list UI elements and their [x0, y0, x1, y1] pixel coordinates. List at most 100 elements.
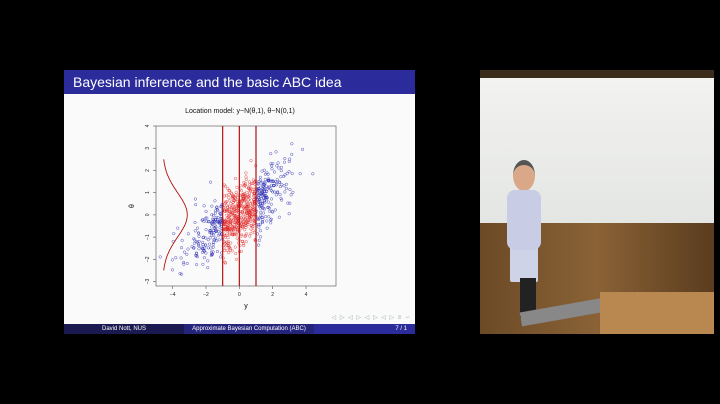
- rejected-point: [258, 191, 262, 195]
- y-tick-label: −1: [145, 234, 151, 240]
- rejected-point: [213, 238, 217, 242]
- rejected-point: [258, 175, 262, 179]
- rejected-point: [211, 242, 215, 247]
- rejected-point: [204, 228, 208, 232]
- rejected-point: [268, 209, 272, 213]
- rejected-point: [257, 223, 261, 227]
- accepted-point: [228, 199, 232, 203]
- rejected-point: [311, 172, 315, 176]
- accepted-point: [232, 207, 236, 211]
- rejected-point: [212, 233, 216, 237]
- rejected-point: [213, 209, 218, 213]
- rejected-point: [266, 200, 271, 204]
- accepted-point: [251, 182, 255, 186]
- accepted-point: [229, 207, 233, 211]
- accepted-point: [251, 228, 255, 232]
- x-tick-label: −2: [203, 292, 209, 298]
- x-tick-label: 2: [271, 292, 274, 298]
- rejected-point: [172, 232, 176, 236]
- accepted-point: [229, 218, 233, 222]
- footer-talk-title: Approximate Bayesian Computation (ABC): [184, 324, 314, 334]
- rejected-point: [262, 188, 266, 192]
- accepted-point: [224, 200, 228, 204]
- y-tick-label: −3: [145, 278, 151, 284]
- footer-author: David Nott, NUS: [64, 324, 184, 334]
- accepted-point: [228, 248, 232, 252]
- accepted-point: [252, 197, 256, 202]
- footer-page: 7 / 1: [314, 324, 415, 334]
- rejected-point: [192, 246, 196, 250]
- scatter-chart: Location model: y~N(θ,1), θ~N(0,1) −4 −2 0 2…: [129, 108, 337, 310]
- rejected-point: [218, 212, 222, 216]
- rejected-point: [270, 209, 274, 213]
- rejected-point: [256, 243, 260, 247]
- rejected-point: [280, 198, 284, 202]
- rejected-point: [215, 218, 219, 222]
- y-tick-label: −2: [145, 256, 151, 262]
- accepted-point: [230, 228, 234, 232]
- podium: [600, 292, 714, 334]
- accepted-point: [225, 203, 229, 207]
- rejected-point: [216, 233, 220, 237]
- rejected-point: [179, 256, 183, 260]
- rejected-point: [277, 215, 281, 219]
- rejected-point: [201, 236, 205, 240]
- accepted-point: [242, 244, 246, 248]
- rejected-point: [266, 205, 270, 209]
- accepted-point: [240, 189, 244, 193]
- rejected-point: [260, 204, 264, 208]
- rejected-point: [197, 234, 201, 238]
- accepted-point: [243, 192, 247, 196]
- accepted-point: [227, 189, 231, 193]
- rejected-point: [190, 245, 194, 249]
- accepted-point: [229, 221, 233, 225]
- rejected-point: [176, 226, 180, 230]
- rejected-point: [266, 178, 270, 182]
- accepted-point: [224, 217, 228, 221]
- rejected-point: [283, 156, 287, 161]
- accepted-point: [228, 233, 232, 237]
- rejected-point: [287, 159, 291, 164]
- accepted-point: [248, 202, 252, 206]
- rejected-point: [279, 175, 283, 179]
- accepted-point: [240, 198, 245, 202]
- rejected-point: [273, 208, 277, 212]
- rejected-point: [260, 215, 264, 219]
- accepted-point: [234, 190, 238, 194]
- rejected-point: [158, 255, 162, 259]
- accepted-point: [248, 211, 252, 215]
- rejected-point: [218, 226, 222, 230]
- chart-title: Location model: y~N(θ,1), θ~N(0,1): [185, 108, 295, 115]
- y-axis-label: θ: [129, 204, 136, 208]
- accepted-point: [228, 211, 232, 215]
- rejected-point: [182, 262, 186, 266]
- rejected-point: [263, 201, 267, 205]
- rejected-point: [289, 193, 293, 197]
- rejected-point: [284, 186, 288, 191]
- rejected-point: [204, 251, 208, 255]
- rejected-point: [178, 272, 182, 276]
- rejected-point: [185, 252, 189, 256]
- accepted-point: [227, 226, 231, 230]
- rejected-point: [261, 220, 265, 224]
- accepted-point: [238, 187, 242, 191]
- y-tick-label: 0: [145, 213, 151, 216]
- rejected-point: [206, 266, 210, 270]
- accepted-point: [239, 249, 243, 253]
- accepted-point: [223, 233, 227, 237]
- accepted-point: [250, 205, 254, 209]
- accepted-point: [244, 175, 248, 179]
- rejected-point: [209, 253, 213, 258]
- rejected-point: [264, 184, 268, 188]
- rejected-point: [269, 189, 273, 193]
- accepted-point: [228, 207, 232, 211]
- rejected-point: [269, 218, 273, 222]
- rejected-point: [257, 197, 262, 202]
- rejected-point: [287, 169, 291, 174]
- rejected-point: [194, 240, 198, 244]
- y-tick-label: 1: [145, 191, 151, 194]
- beamer-navigation[interactable]: ◁ ▷ ◁ ▷ ◁ ▷ ◁ ▷ ≡ ∽: [331, 315, 411, 321]
- accepted-point: [227, 204, 231, 208]
- accepted-point: [241, 212, 245, 216]
- rejected-point: [214, 239, 219, 243]
